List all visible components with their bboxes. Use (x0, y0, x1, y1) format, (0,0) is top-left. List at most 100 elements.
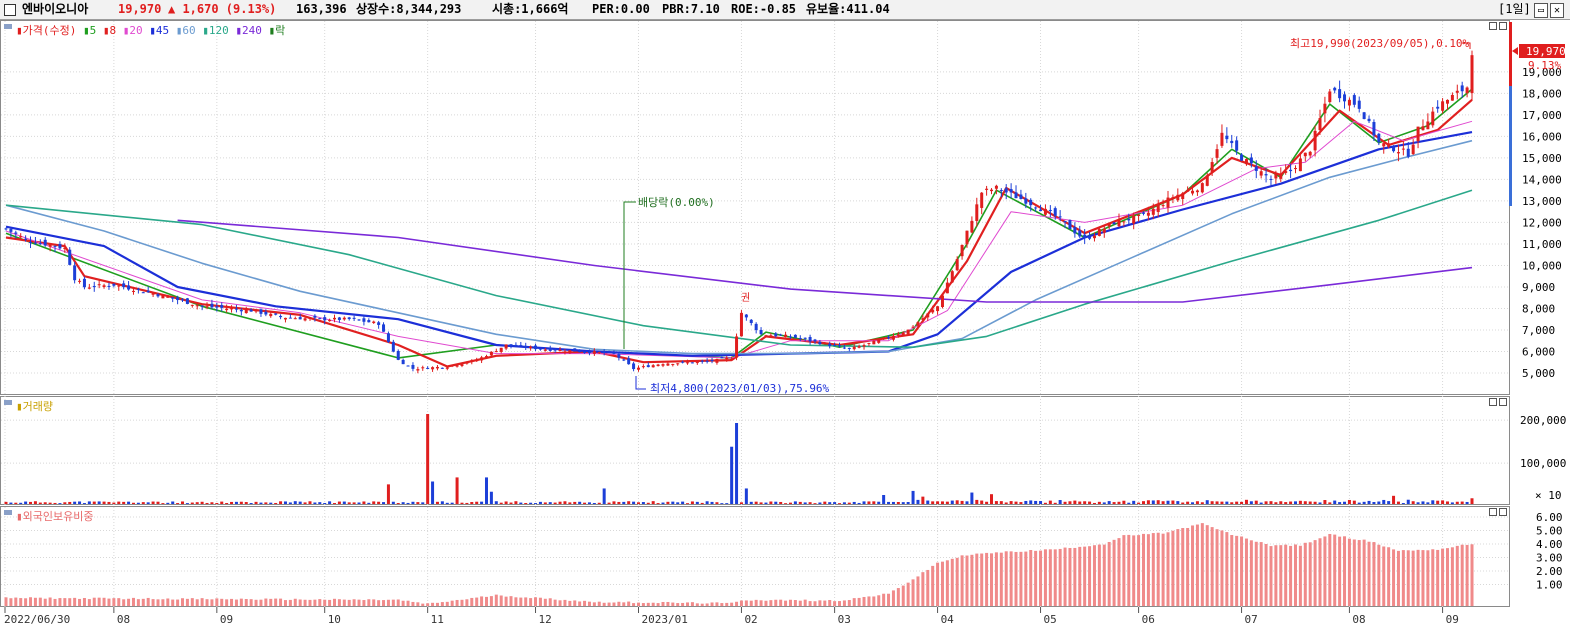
candle-body (274, 313, 278, 315)
foreign-ratio-bar (1176, 529, 1180, 606)
volume-bar (1225, 501, 1229, 504)
foreign-toggle-icon[interactable] (4, 510, 12, 515)
candle-body (911, 326, 915, 328)
foreign-ratio-bar (1004, 551, 1008, 606)
volume-bar (249, 503, 253, 504)
current-price-marker (1512, 47, 1518, 55)
candle-body (215, 306, 219, 308)
foreign-panel-buttons[interactable] (1489, 508, 1507, 516)
foreign-ratio-bar (1220, 530, 1224, 606)
foreign-ratio-bar (583, 600, 587, 606)
volume-bar (435, 501, 439, 504)
foreign-ratio-bar (558, 600, 562, 606)
foreign-ratio-bar (744, 600, 748, 606)
foreign-ratio-bar (1303, 542, 1307, 606)
foreign-ratio-bar (568, 600, 572, 606)
foreign-ratio-bar (1372, 542, 1376, 606)
volume-bar (1141, 501, 1145, 504)
foreign-ratio-bar (1436, 549, 1440, 606)
candle-body (1191, 190, 1195, 194)
candle-body (475, 360, 479, 362)
foreign-ratio-bar (367, 599, 371, 606)
volume-bar (887, 501, 891, 504)
legend-ma240: 240 (242, 24, 262, 37)
candle-body (1367, 118, 1371, 122)
candle-body (587, 351, 591, 354)
candle-body (112, 283, 116, 286)
volume-bar (965, 501, 969, 504)
x-tick-label: 2022/06/30 (4, 613, 70, 626)
price-panel-buttons[interactable] (1489, 22, 1507, 30)
candle-body (68, 249, 72, 265)
candle-body (210, 303, 214, 308)
restore-icon[interactable]: ▭ (1534, 3, 1548, 18)
foreign-ratio-bar (298, 599, 302, 606)
current-change-text: 9.13% (1528, 59, 1561, 72)
foreign-ratio-bar (656, 603, 660, 606)
foreign-ratio-bar (887, 593, 891, 606)
volume-bar (1445, 501, 1449, 504)
candle-body (1235, 140, 1239, 151)
price-change: ▲ 1,670 (9.13%) (168, 2, 277, 16)
foreign-ratio-bar (950, 558, 954, 606)
foreign-ratio-bar (548, 598, 552, 606)
period-selector[interactable]: [1일] (1498, 2, 1531, 16)
volume-bar (1274, 502, 1278, 504)
volume-bar (475, 501, 479, 504)
foreign-ratio-bar (131, 597, 135, 606)
volume-bar (102, 501, 106, 504)
panel-toggle-icon[interactable] (4, 24, 12, 29)
candle-body (1338, 89, 1342, 99)
candle-body (1347, 99, 1351, 106)
volume-toggle-icon[interactable] (4, 400, 12, 405)
foreign-ratio-bar (68, 598, 72, 606)
volume-bar (793, 501, 797, 504)
volume-bar (1362, 501, 1366, 504)
close-icon[interactable]: ✕ (1550, 3, 1564, 18)
candle-body (1401, 148, 1405, 150)
volume-bar (313, 502, 317, 504)
foreign-ratio-bar (1362, 539, 1366, 606)
foreign-ratio-bar (411, 601, 415, 606)
foreign-ratio-bar (499, 595, 503, 606)
candle-body (87, 287, 91, 289)
foreign-ratio-bar (288, 599, 292, 606)
candle-body (1029, 199, 1033, 206)
volume-bar (38, 502, 42, 504)
foreign-ratio-bar (980, 553, 984, 606)
candle-body (1406, 148, 1410, 157)
candle-body (347, 317, 351, 320)
volume-bar (1009, 501, 1013, 504)
listed-shares: 상장수:8,344,293 (356, 2, 462, 16)
candle-body (509, 344, 513, 346)
foreign-ratio-bar (1465, 544, 1469, 606)
volume-bar (960, 500, 964, 504)
volume-bar (1333, 500, 1337, 504)
candle-body (1254, 166, 1258, 171)
foreign-ratio-bar (602, 602, 606, 606)
candle-body (882, 337, 886, 339)
select-checkbox[interactable] (4, 4, 16, 16)
candle-body (4, 228, 8, 230)
x-tick-label: 07 (1245, 613, 1258, 626)
candle-body (1436, 106, 1440, 109)
legend-ma60: 60 (182, 24, 195, 37)
candle-body (1455, 90, 1459, 93)
candle-body (352, 317, 356, 319)
candle-body (33, 242, 37, 244)
foreign-ratio-bar (4, 597, 8, 606)
volume-bar (107, 501, 111, 504)
x-tick-label: 03 (838, 613, 851, 626)
candle-body (1137, 214, 1141, 217)
price-tick-label: 5,000 (1522, 367, 1555, 380)
volume-bar (779, 501, 783, 504)
foreign-ratio-bar (313, 599, 317, 606)
foreign-ratio-bar (1141, 533, 1145, 606)
volume-panel-buttons[interactable] (1489, 398, 1507, 406)
candle-body (185, 298, 189, 304)
volume-bar (323, 502, 327, 504)
volume-bar (401, 502, 405, 504)
volume-legend-label: 거래량 (23, 400, 53, 413)
volume-panel (0, 396, 1510, 505)
volume-bar (53, 502, 57, 504)
